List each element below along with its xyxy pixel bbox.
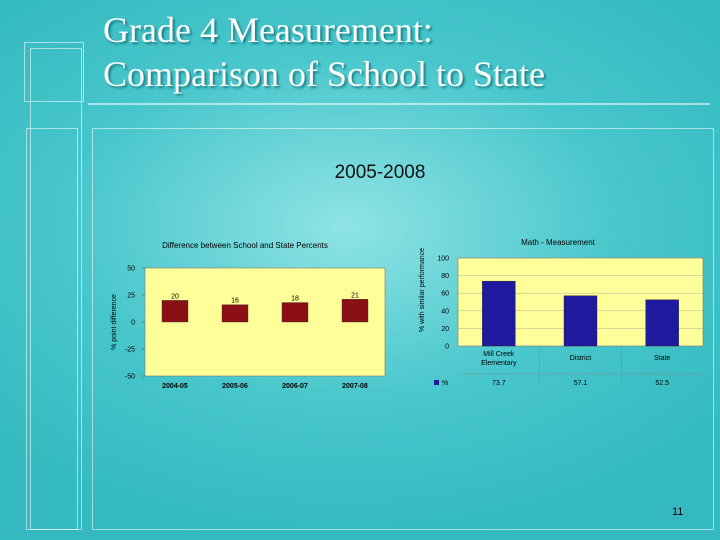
performance-chart-svg: Math - Measurement % with similar perfor… (419, 238, 704, 388)
difference-ytick-label: 25 (127, 293, 135, 300)
difference-xtick-label: 2006-07 (282, 383, 308, 390)
difference-chart-title: Difference between School and State Perc… (162, 241, 328, 250)
performance-legend-label: % (442, 380, 448, 385)
difference-xtick-label: 2007-08 (342, 383, 368, 390)
performance-bar (563, 295, 598, 347)
performance-value-label: 52.5 (655, 380, 669, 385)
slide-title-line1: Grade 4 Measurement: (103, 10, 433, 50)
difference-value-label: 18 (291, 296, 299, 303)
performance-chart-title: Math - Measurement (521, 238, 596, 247)
performance-category-label: Mill Creek (483, 351, 515, 358)
performance-category-label: District (570, 355, 591, 362)
performance-chart: Math - Measurement % with similar perfor… (415, 230, 715, 388)
decor-line-top (88, 103, 710, 105)
page-number: 11 (672, 506, 684, 518)
performance-chart-ylabel: % with similar performance (419, 248, 426, 332)
performance-ytick-label: 20 (441, 326, 449, 333)
performance-ytick-label: 40 (441, 308, 449, 315)
difference-value-label: 21 (351, 292, 359, 299)
difference-xtick-label: 2005-06 (222, 383, 248, 390)
difference-value-label: 16 (231, 298, 239, 305)
difference-chart-svg: Difference between School and State Perc… (111, 241, 386, 390)
performance-bar (482, 280, 516, 347)
performance-bar (645, 299, 679, 347)
slide-subtitle: 2005-2008 (334, 162, 426, 183)
performance-category-label-cont: Elementary (481, 360, 517, 367)
difference-bar (221, 304, 249, 323)
difference-chart: Difference between School and State Perc… (105, 228, 393, 396)
difference-value-label: 20 (171, 293, 179, 300)
difference-ytick-label: 50 (127, 266, 135, 273)
difference-bar (161, 300, 189, 323)
difference-xtick-label: 2004-05 (162, 383, 188, 390)
performance-value-label: 73.7 (492, 380, 506, 385)
performance-category-label: State (654, 355, 670, 362)
performance-ytick-label: 0 (445, 344, 449, 351)
decor-frame-content (92, 128, 714, 530)
performance-ytick-label: 60 (441, 291, 449, 298)
difference-bar (341, 299, 369, 323)
difference-ytick-label: -50 (125, 374, 135, 381)
performance-ytick-label: 100 (437, 256, 449, 263)
performance-legend-swatch (434, 380, 439, 385)
difference-ytick-label: -25 (125, 347, 135, 354)
difference-ytick-label: 0 (131, 320, 135, 327)
decor-frame-inner (26, 128, 78, 530)
performance-value-label: 57.1 (574, 380, 588, 385)
difference-chart-ylabel: % point difference (111, 294, 118, 350)
slide-title: Grade 4 Measurement: Comparison of Schoo… (103, 8, 703, 96)
slide-title-line2: Comparison of School to State (103, 54, 545, 94)
performance-ytick-label: 80 (441, 273, 449, 280)
decor-frame-top (24, 42, 84, 102)
difference-bar (281, 302, 309, 323)
